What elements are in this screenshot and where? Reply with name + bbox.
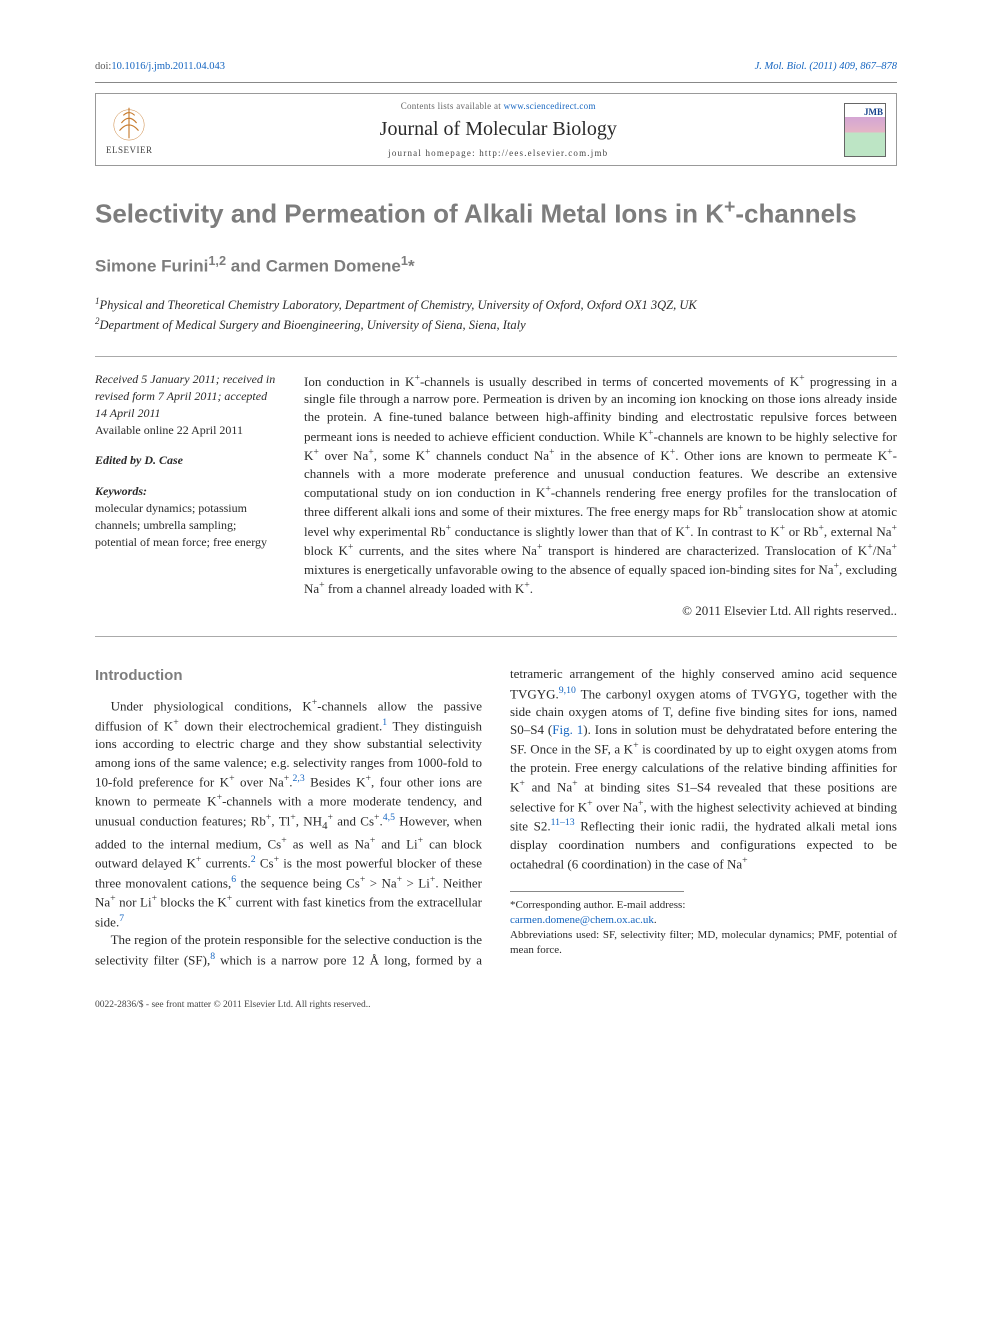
article-meta: Received 5 January 2011; received in rev… — [95, 371, 280, 620]
jmb-cover-thumbnail: JMB — [844, 103, 886, 157]
corr-label: *Corresponding author. — [510, 899, 614, 911]
footnotes: *Corresponding author. E-mail address: c… — [510, 898, 897, 957]
affiliations: 1Physical and Theoretical Chemistry Labo… — [95, 295, 897, 334]
abbreviations: Abbreviations used: SF, selectivity filt… — [510, 928, 897, 958]
abstract: Ion conduction in K+-channels is usually… — [304, 371, 897, 620]
doi-link[interactable]: 10.1016/j.jmb.2011.04.043 — [111, 61, 225, 72]
available-online: Available online 22 April 2011 — [95, 422, 280, 439]
sciencedirect-link[interactable]: www.sciencedirect.com — [504, 101, 596, 111]
elsevier-text: ELSEVIER — [106, 144, 153, 156]
top-bar: doi:10.1016/j.jmb.2011.04.043 J. Mol. Bi… — [95, 60, 897, 74]
corresponding-author: *Corresponding author. E-mail address: c… — [510, 898, 897, 928]
abstract-body: Ion conduction in K+-channels is usually… — [304, 374, 897, 597]
header-center: Contents lists available at www.scienced… — [153, 100, 845, 159]
footnote-rule — [510, 891, 684, 892]
affiliation-2-text: Department of Medical Surgery and Bioeng… — [100, 318, 526, 332]
journal-homepage: journal homepage: http://ees.elsevier.co… — [153, 147, 845, 159]
author-list: Simone Furini1,2 and Carmen Domene1* — [95, 252, 897, 279]
doi-block: doi:10.1016/j.jmb.2011.04.043 — [95, 60, 225, 74]
elsevier-logo: ELSEVIER — [106, 104, 153, 156]
affiliation-1: 1Physical and Theoretical Chemistry Labo… — [95, 295, 897, 315]
section-heading-introduction: Introduction — [95, 665, 482, 686]
keywords-list: molecular dynamics; potassium channels; … — [95, 500, 280, 550]
meta-and-abstract: Received 5 January 2011; received in rev… — [95, 371, 897, 620]
contents-prefix: Contents lists available at — [401, 101, 504, 111]
rule-below-abstract — [95, 636, 897, 637]
jmb-cover-label: JMB — [864, 106, 883, 118]
journal-header: ELSEVIER Contents lists available at www… — [95, 93, 897, 166]
corr-email-link[interactable]: carmen.domene@chem.ox.ac.uk — [510, 914, 654, 926]
contents-available: Contents lists available at www.scienced… — [153, 100, 845, 112]
keywords-heading: Keywords: — [95, 483, 280, 500]
received-dates: Received 5 January 2011; received in rev… — [95, 371, 280, 421]
elsevier-tree-icon — [110, 104, 148, 142]
abstract-copyright: © 2011 Elsevier Ltd. All rights reserved… — [304, 602, 897, 620]
affiliation-2: 2Department of Medical Surgery and Bioen… — [95, 315, 897, 335]
rule-above-abstract — [95, 356, 897, 357]
email-label: E-mail address: — [614, 899, 685, 911]
affiliation-1-text: Physical and Theoretical Chemistry Labor… — [100, 298, 697, 312]
edited-by: Edited by D. Case — [95, 452, 280, 469]
page-footer: 0022-2836/$ - see front matter © 2011 El… — [95, 999, 897, 1012]
top-rule — [95, 82, 897, 83]
doi-label: doi: — [95, 61, 111, 72]
journal-reference: J. Mol. Biol. (2011) 409, 867–878 — [755, 60, 897, 74]
journal-name: Journal of Molecular Biology — [153, 116, 845, 143]
article-title: Selectivity and Permeation of Alkali Met… — [95, 196, 897, 230]
article-body: Introduction Under physiological conditi… — [95, 665, 897, 969]
intro-para-1: Under physiological conditions, K+-chann… — [95, 696, 482, 931]
